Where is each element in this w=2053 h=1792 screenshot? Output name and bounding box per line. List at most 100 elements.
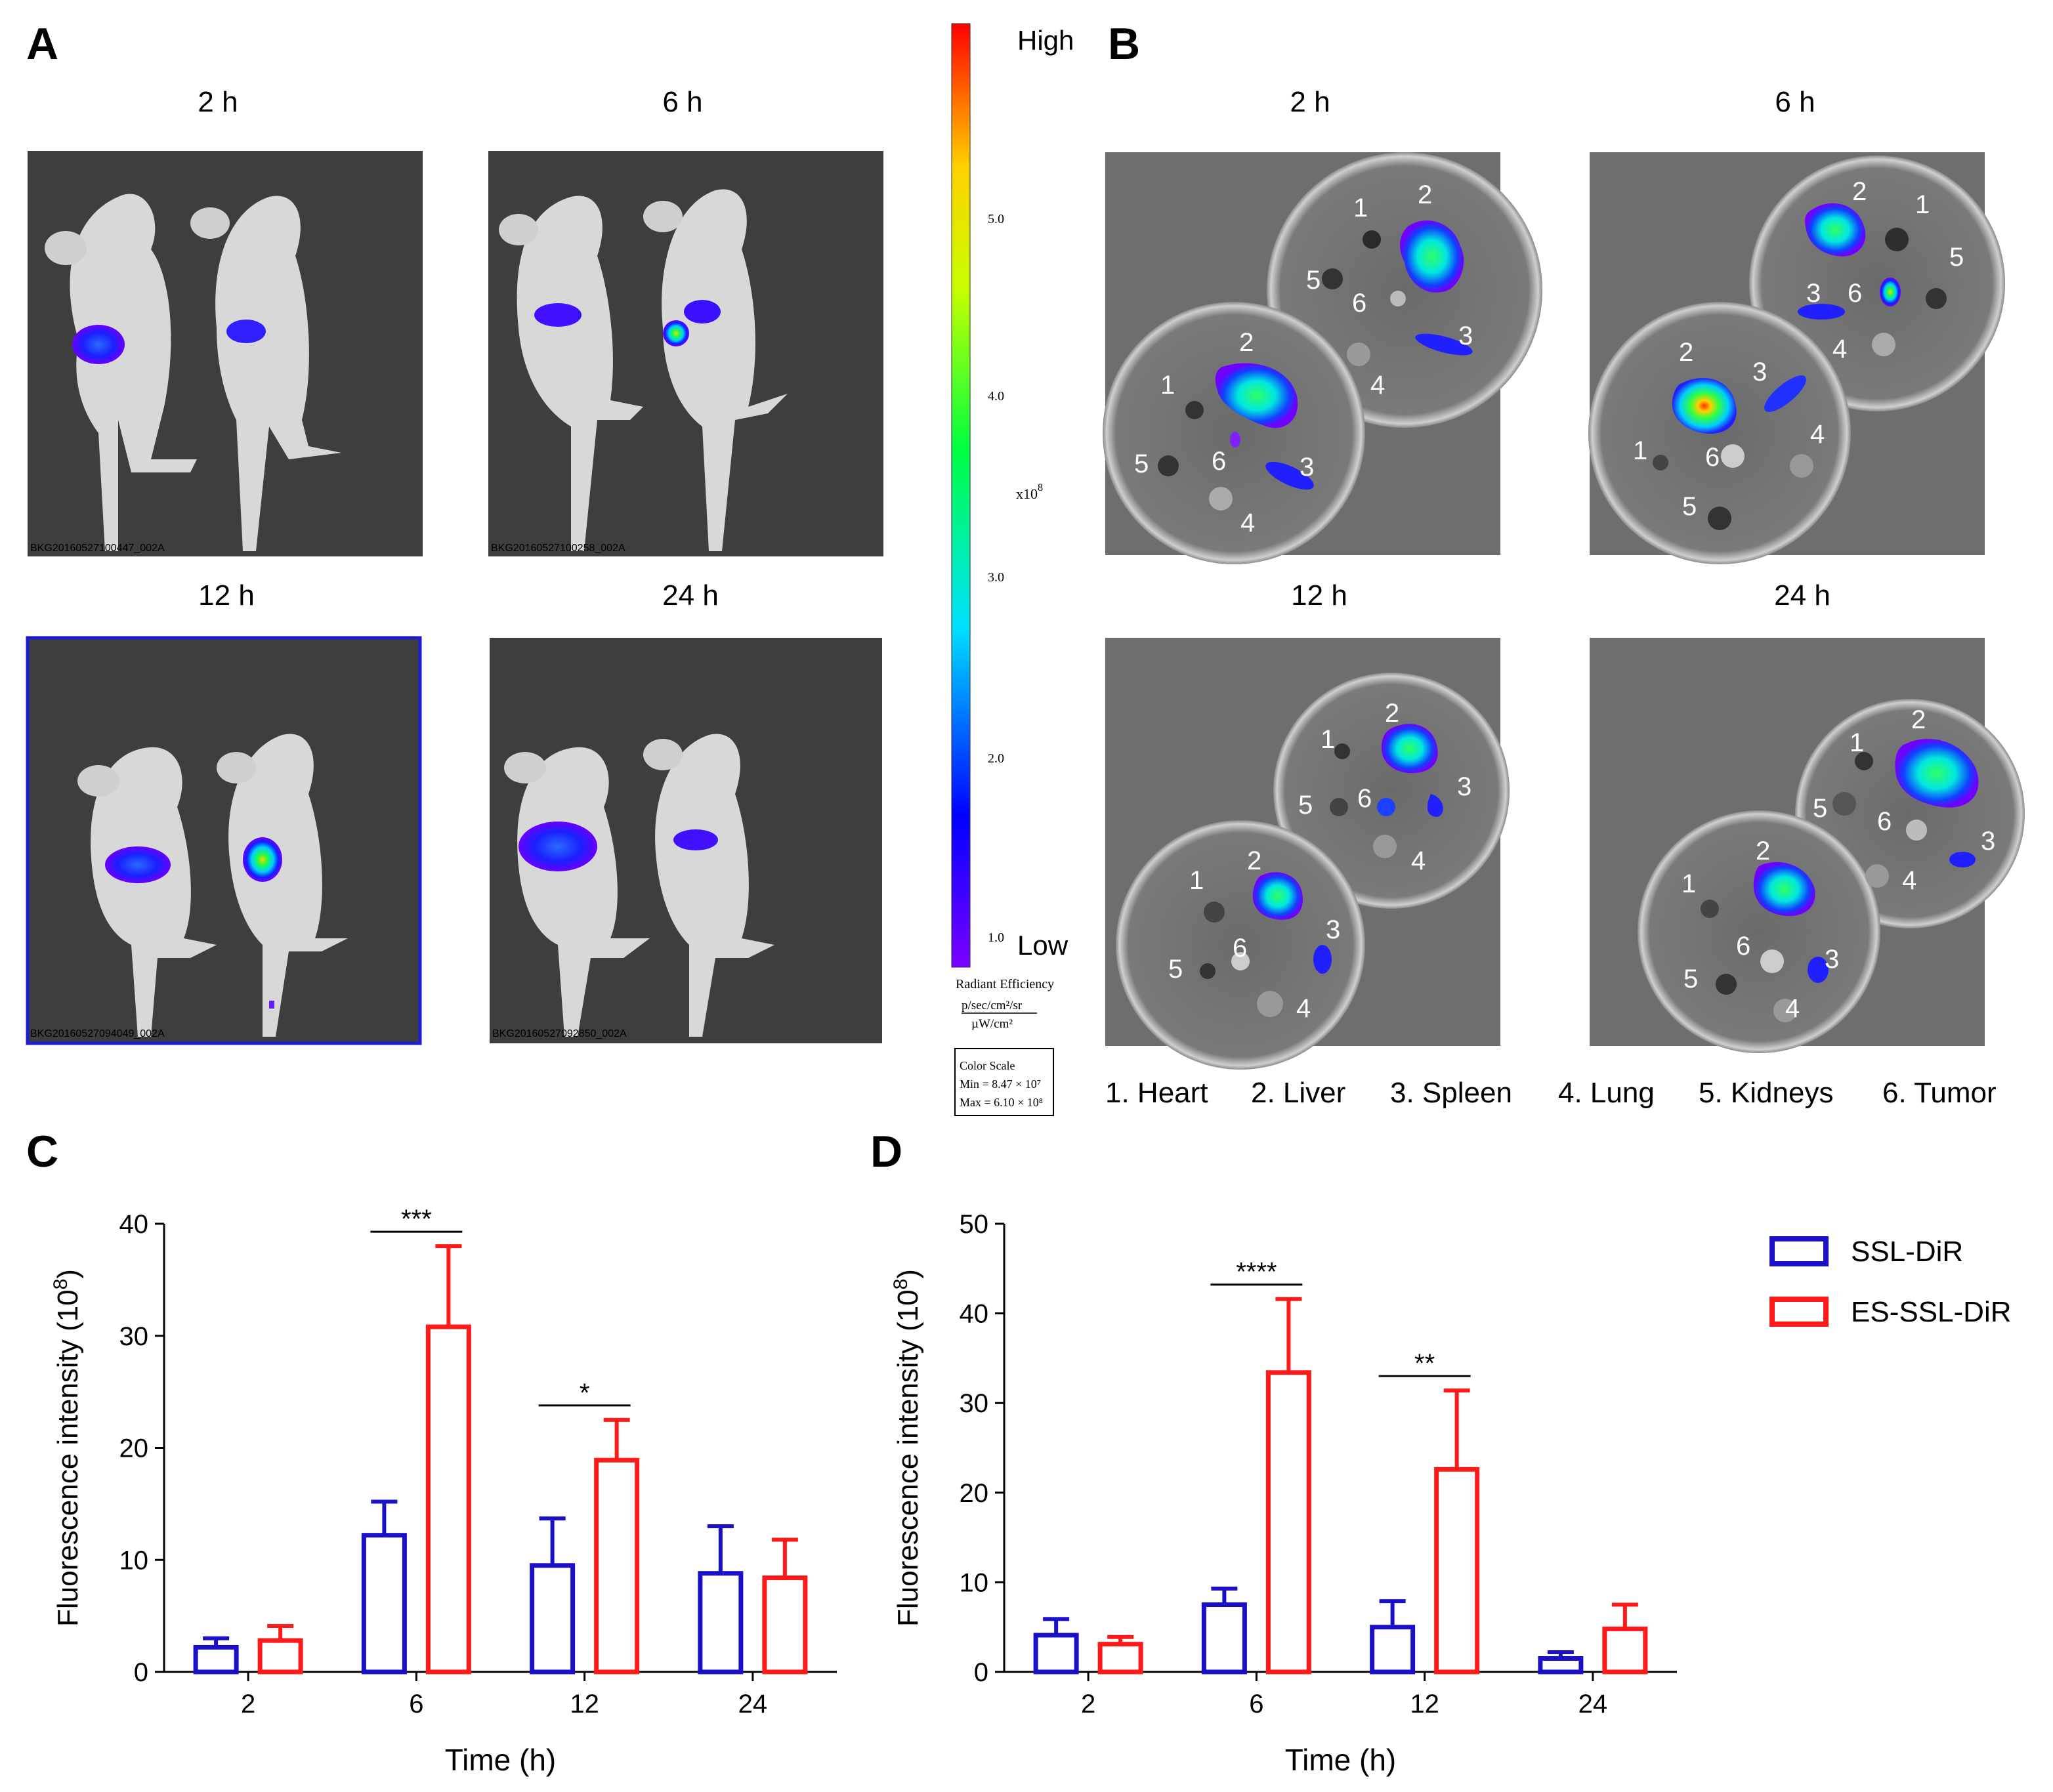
svg-text:3: 3 (1300, 453, 1314, 482)
color-scale-box (954, 1048, 1054, 1116)
colorbar-exponent: x108 (1016, 482, 1043, 502)
bar-ssl-dir-24 (698, 1571, 744, 1675)
a-image-6h: BKG20160527100258_002A (488, 151, 883, 556)
a-image-id-24h: BKG20160527092850_002A (492, 1028, 627, 1039)
y-axis-title: Fluorescence intensity (108) (50, 1269, 84, 1627)
x-tick-label: 2 (241, 1690, 255, 1719)
legend-swatch-es-ssl (1769, 1297, 1829, 1327)
organ-legend-tumor: 6. Tumor (1882, 1077, 1997, 1109)
y-tick-label: 50 (960, 1210, 989, 1239)
svg-text:2: 2 (1239, 328, 1254, 357)
bar-ssl-dir-2 (193, 1644, 239, 1675)
legend-label-es-ssl: ES-SSL-DiR (1851, 1296, 2012, 1328)
svg-text:2: 2 (1679, 338, 1693, 367)
panel-label-c: C (26, 1127, 58, 1177)
x-tick-label: 24 (738, 1690, 768, 1719)
y-tick-label: 30 (119, 1322, 149, 1351)
svg-text:6: 6 (1212, 447, 1226, 476)
x-tick-label: 12 (1410, 1690, 1439, 1719)
x-tick-label: 24 (1578, 1690, 1608, 1719)
colorbar-high: High (1017, 25, 1074, 56)
bar-es-ssl-dir-12 (594, 1457, 640, 1675)
a-image-id-2h: BKG20160527100447_002A (30, 543, 165, 554)
svg-text:5: 5 (1682, 492, 1697, 521)
svg-text:3: 3 (1981, 827, 1995, 856)
b-image-24h: 1 2 3 4 5 6 1 2 3 4 5 6 (1590, 638, 2025, 1053)
svg-text:2: 2 (1911, 705, 1926, 734)
b-image-6h: 1 2 3 4 5 6 1 2 3 4 5 6 (1588, 152, 2005, 564)
x-axis-title: Time (h) (445, 1743, 557, 1777)
colorbar-unit-den: µW/cm² (971, 1017, 1013, 1031)
organ-legend: 1. Heart 2. Liver 3. Spleen 4. Lung 5. K… (1105, 1077, 1997, 1109)
b-time-12h: 12 h (1291, 579, 1347, 612)
bar-es-ssl-dir-2 (1097, 1642, 1143, 1675)
svg-text:1: 1 (1160, 371, 1175, 400)
svg-text:3: 3 (1806, 279, 1821, 308)
panel-a: A 2 h 6 h 12 h 24 h BKG20160527100447_00… (26, 19, 883, 1045)
a-time-6h: 6 h (662, 86, 702, 118)
a-image-24h: BKG20160527092850_002A (490, 638, 882, 1043)
series-legend: SSL-DiR ES-SSL-DiR (1769, 1236, 2012, 1328)
svg-text:4: 4 (1810, 420, 1825, 449)
svg-text:6: 6 (1357, 784, 1372, 813)
organ-legend-kidneys: 5. Kidneys (1699, 1077, 1833, 1109)
bar-es-ssl-dir-6 (425, 1324, 471, 1675)
colorbar-low: Low (1017, 930, 1069, 961)
y-tick-label: 40 (960, 1300, 989, 1329)
significance-stars: * (580, 1379, 590, 1407)
svg-text:3: 3 (1825, 945, 1839, 974)
bar-es-ssl-dir-24 (1602, 1626, 1648, 1675)
x-tick-label: 2 (1081, 1690, 1095, 1719)
legend-swatch-ssl (1769, 1236, 1829, 1266)
bar-ssl-dir-6 (1201, 1602, 1247, 1675)
svg-text:6: 6 (1233, 934, 1247, 963)
y-tick-label: 0 (974, 1658, 988, 1687)
panel-b: B 2 h 6 h 12 h 24 h 1 2 3 4 5 6 (1103, 19, 2025, 1109)
y-axis-title: Fluorescence intensity (108) (890, 1269, 924, 1627)
a-time-2h: 2 h (198, 86, 238, 118)
b2-organ-2: 2 (1418, 180, 1432, 209)
colorbar-tick-2: 2.0 (988, 751, 1004, 766)
b-image-12h: 1 2 3 4 5 6 1 2 3 4 5 6 (1105, 638, 1510, 1070)
colorbar-gradient (951, 23, 971, 968)
a-image-id-6h: BKG20160527100258_002A (491, 543, 625, 554)
b2-organ-1: 1 (1353, 194, 1368, 222)
color-scale-title: Color Scale (960, 1059, 1015, 1072)
significance-stars: *** (401, 1205, 432, 1234)
svg-text:6: 6 (1736, 932, 1750, 961)
b2-organ-5: 5 (1306, 266, 1321, 295)
svg-text:2: 2 (1385, 699, 1399, 728)
colorbar-unit-num: p/sec/cm²/sr (962, 999, 1023, 1012)
bar-ssl-dir-6 (361, 1533, 407, 1675)
svg-text:3: 3 (1326, 915, 1340, 944)
svg-text:2: 2 (1756, 837, 1770, 865)
b2-organ-6: 6 (1352, 289, 1366, 318)
svg-text:5: 5 (1949, 243, 1964, 272)
svg-text:4: 4 (1296, 994, 1311, 1023)
y-tick-label: 40 (119, 1210, 149, 1239)
colorbar-tick-5: 5.0 (988, 212, 1004, 226)
b-image-2h: 1 2 3 4 5 6 1 2 3 4 5 6 (1103, 152, 1542, 564)
organ-legend-liver: 2. Liver (1251, 1077, 1345, 1109)
svg-text:5: 5 (1683, 965, 1698, 993)
svg-text:1: 1 (1850, 728, 1864, 757)
b-time-24h: 24 h (1774, 579, 1831, 612)
svg-text:6: 6 (1705, 443, 1720, 472)
svg-text:4: 4 (1240, 509, 1255, 537)
colorbar: High Low 5.0 4.0 3.0 2.0 1.0 x108 Radian… (951, 23, 1074, 1116)
a-time-24h: 24 h (662, 579, 719, 612)
bar-es-ssl-dir-2 (257, 1638, 303, 1675)
significance-stars: **** (1236, 1258, 1277, 1287)
colorbar-title: Radiant Efficiency (956, 977, 1054, 991)
bar-ssl-dir-2 (1033, 1633, 1079, 1675)
y-tick-label: 10 (960, 1568, 989, 1597)
svg-text:5: 5 (1168, 955, 1183, 984)
bar-es-ssl-dir-6 (1265, 1370, 1311, 1675)
svg-text:4: 4 (1785, 994, 1800, 1023)
svg-text:5: 5 (1134, 449, 1149, 478)
color-scale-max: Max = 6.10 × 10⁸ (960, 1096, 1043, 1109)
